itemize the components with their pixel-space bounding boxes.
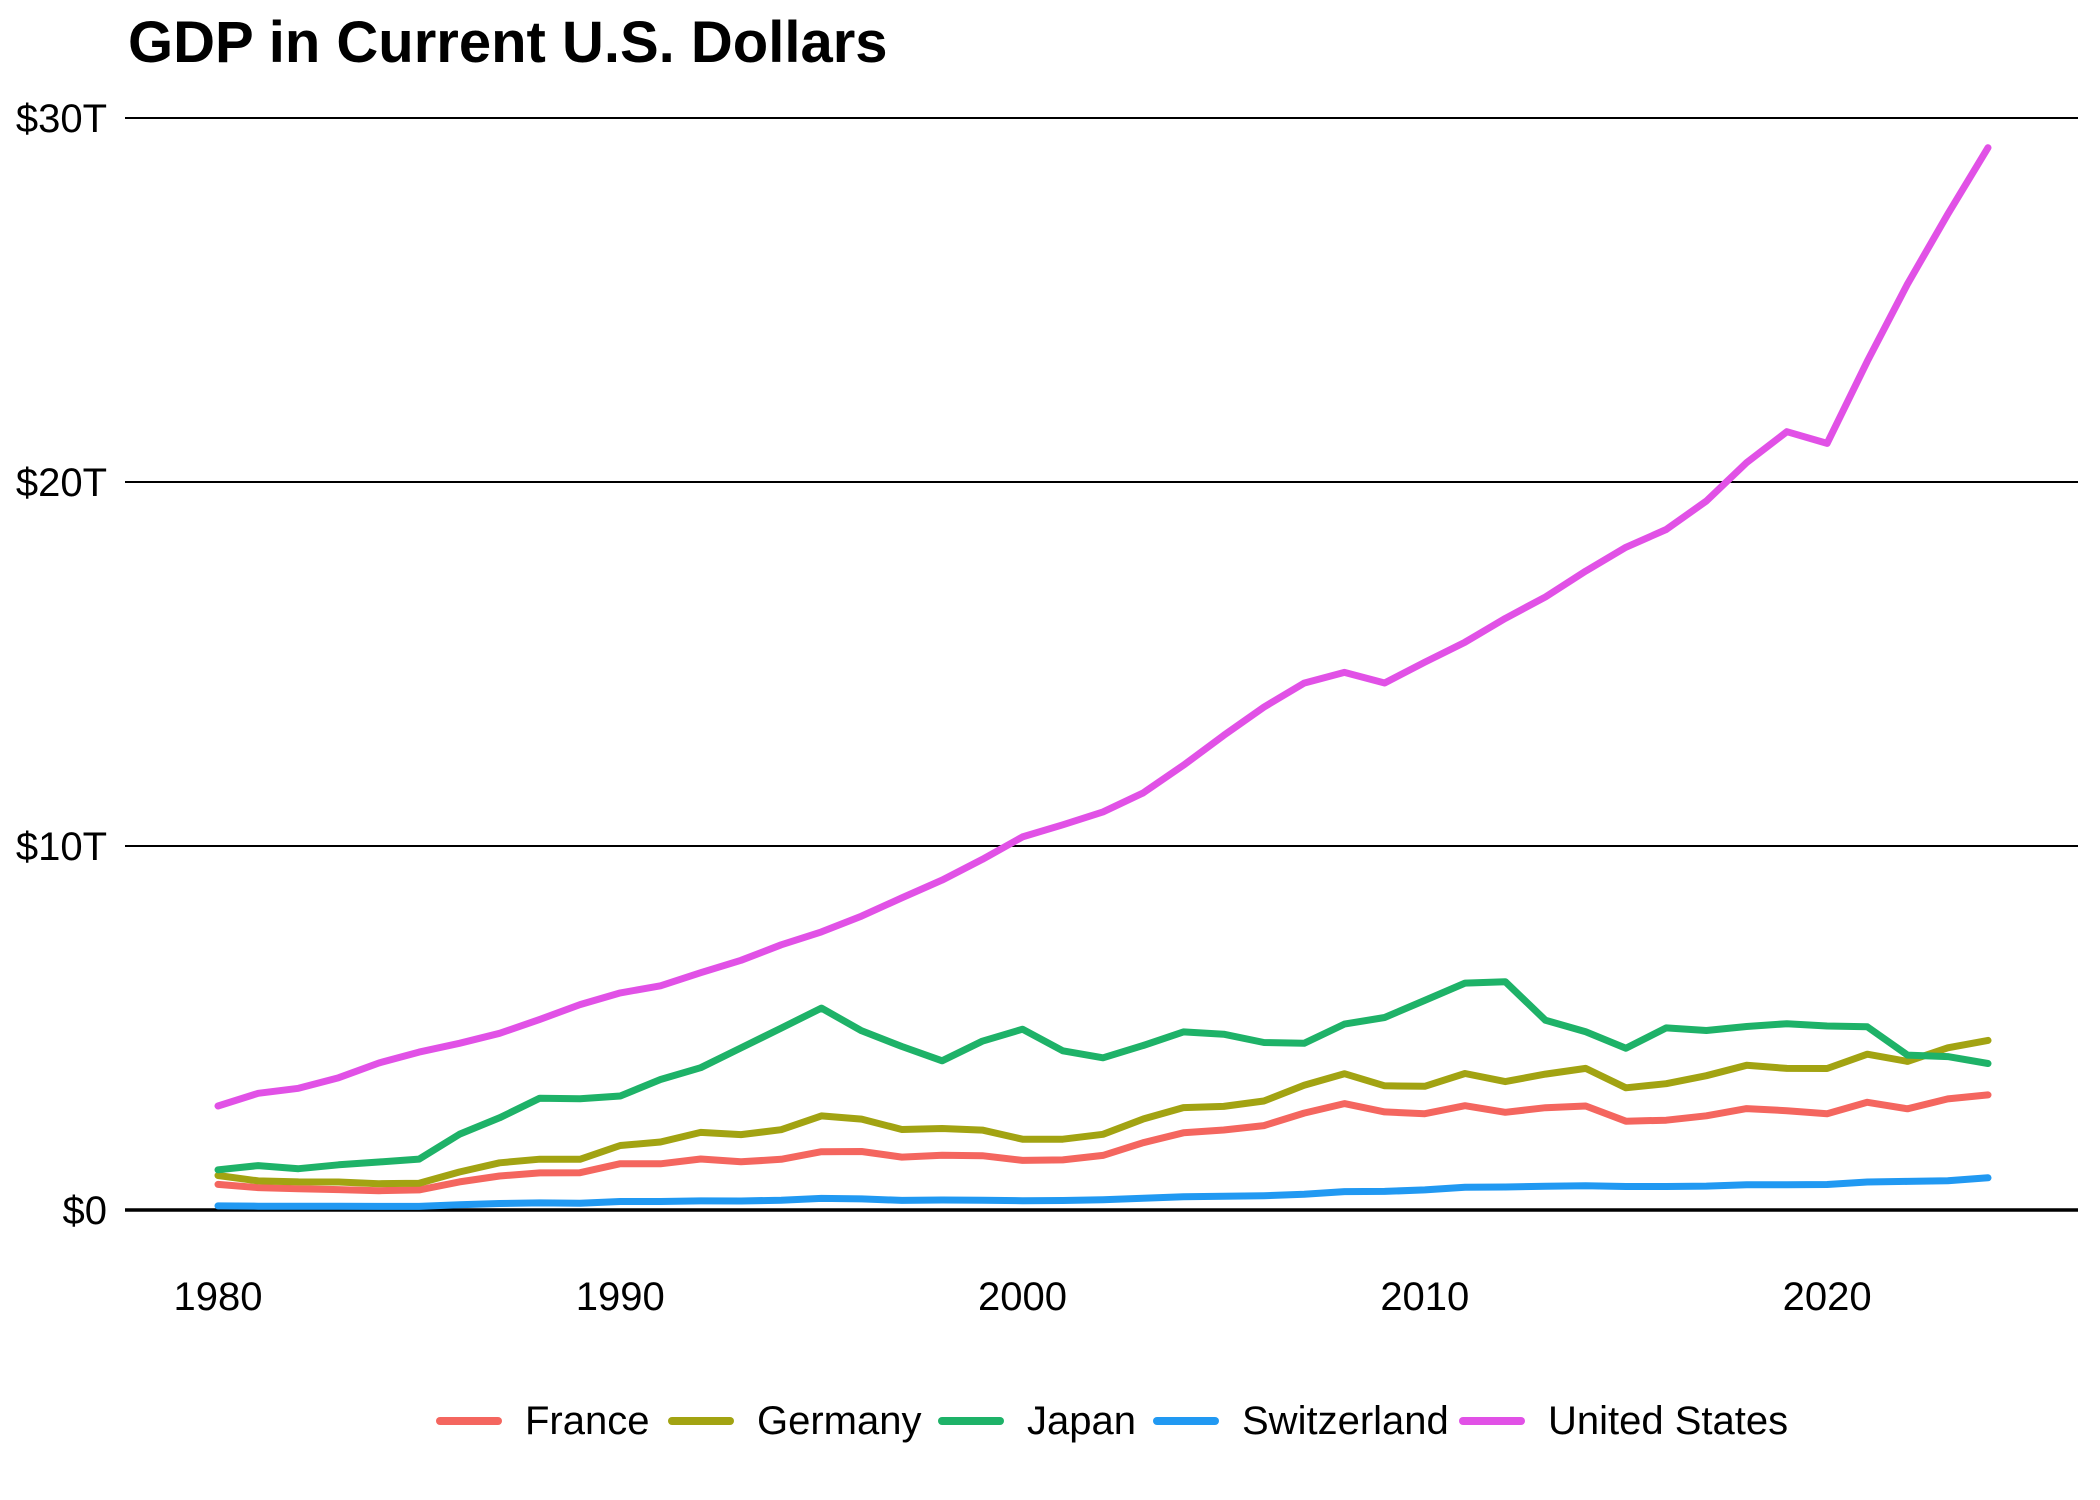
legend-item-france: France	[436, 1399, 650, 1443]
line-japan	[214, 978, 1992, 1174]
gridlines	[125, 117, 2078, 1212]
legend-label-france: France	[525, 1399, 650, 1443]
legend-label-germany: Germany	[757, 1399, 922, 1443]
line-france	[214, 1091, 1992, 1195]
legend: France Germany Japan Switzerland United Stat…	[436, 1399, 1788, 1443]
legend-item-united-states: United States	[1459, 1399, 1788, 1443]
y-axis-labels: $0 $10T $20T $30T	[16, 97, 107, 1233]
y-tick-label-30T: $30T	[16, 97, 107, 141]
legend-item-germany: Germany	[668, 1399, 922, 1443]
y-tick-label-0T: $0	[63, 1189, 108, 1233]
x-tick-label-2010: 2010	[1380, 1275, 1469, 1319]
line-switzerland	[214, 1174, 1992, 1210]
legend-item-switzerland: Switzerland	[1153, 1399, 1449, 1443]
y-tick-label-10T: $10T	[16, 825, 107, 869]
x-tick-label-1990: 1990	[576, 1275, 665, 1319]
legend-label-japan: Japan	[1027, 1399, 1136, 1443]
legend-label-united-states: United States	[1548, 1399, 1788, 1443]
line-germany	[214, 1036, 1992, 1188]
y-tick-label-20T: $20T	[16, 461, 107, 505]
legend-label-switzerland: Switzerland	[1242, 1399, 1449, 1443]
x-axis-labels: 1980 1990 2000 2010 2020	[174, 1275, 1872, 1319]
legend-item-japan: Japan	[938, 1399, 1136, 1443]
x-tick-label-2020: 2020	[1783, 1275, 1872, 1319]
series-lines	[214, 144, 1992, 1210]
x-tick-label-1980: 1980	[174, 1275, 263, 1319]
line-united-states	[214, 144, 1992, 1110]
x-tick-label-2000: 2000	[978, 1275, 1067, 1319]
chart-title: GDP in Current U.S. Dollars	[128, 10, 888, 75]
